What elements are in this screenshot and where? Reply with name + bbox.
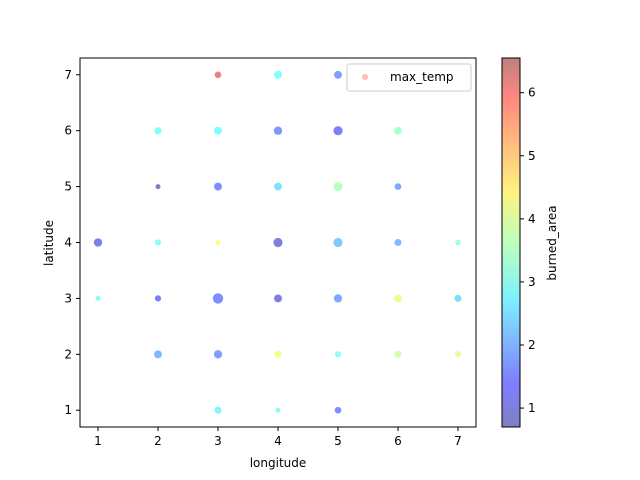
data-point xyxy=(333,182,343,192)
legend-box xyxy=(346,63,472,92)
y-tick-label: 6 xyxy=(64,124,72,138)
data-point xyxy=(273,126,283,135)
y-tick-label: 2 xyxy=(64,347,72,361)
colorbar: 1 2 3 4 5 6 burned_area xyxy=(501,57,559,428)
data-point xyxy=(273,237,283,248)
y-tick-label: 4 xyxy=(64,236,72,250)
y-tick-label: 1 xyxy=(64,403,72,417)
data-point xyxy=(333,294,343,303)
x-axis-ticks: 1 2 3 4 5 6 7 xyxy=(94,427,462,448)
data-point xyxy=(333,237,343,248)
x-tick-label: 3 xyxy=(214,434,222,448)
legend-marker xyxy=(362,74,368,80)
colorbar-tick-label: 4 xyxy=(528,212,536,226)
data-point xyxy=(154,239,162,246)
x-axis-label: longitude xyxy=(250,456,307,470)
colorbar-tick-label: 3 xyxy=(528,275,536,289)
colorbar-tick-label: 5 xyxy=(528,149,536,163)
data-point xyxy=(394,294,402,303)
colorbar-frame xyxy=(501,57,521,428)
data-point xyxy=(213,350,223,359)
y-tick-label: 5 xyxy=(64,180,72,194)
y-axis-label: latitude xyxy=(42,220,56,266)
data-point xyxy=(154,350,162,359)
data-point xyxy=(95,295,101,301)
x-tick-label: 7 xyxy=(454,434,462,448)
colorbar-tick-label: 6 xyxy=(528,86,536,100)
colorbar-label: burned_area xyxy=(545,205,559,280)
data-point xyxy=(333,126,343,136)
data-point xyxy=(394,183,402,190)
data-point xyxy=(274,350,282,358)
data-point xyxy=(455,239,461,246)
x-tick-label: 1 xyxy=(94,434,102,448)
data-point xyxy=(394,350,402,358)
x-tick-label: 4 xyxy=(274,434,282,448)
data-point xyxy=(334,406,342,414)
data-point xyxy=(212,293,224,304)
data-point xyxy=(454,294,462,302)
data-point xyxy=(215,240,221,245)
data-point xyxy=(214,406,222,414)
data-point xyxy=(154,295,162,302)
y-tick-label: 3 xyxy=(64,291,72,305)
data-point xyxy=(394,238,402,247)
data-point xyxy=(214,182,222,191)
legend: max_temp xyxy=(346,63,472,92)
data-point xyxy=(394,126,402,135)
scatter-points xyxy=(93,70,462,414)
data-point xyxy=(155,184,161,190)
y-axis-ticks: 1 2 3 4 5 6 7 xyxy=(64,68,80,417)
data-point xyxy=(274,70,282,79)
colorbar-ticks: 1 2 3 4 5 6 xyxy=(520,86,536,415)
data-point xyxy=(275,407,281,413)
colorbar-tick-label: 2 xyxy=(528,338,536,352)
data-point xyxy=(154,127,162,135)
data-point xyxy=(334,70,342,79)
legend-label: max_temp xyxy=(390,70,454,84)
colorbar-tick-label: 1 xyxy=(528,401,536,415)
colorbar-gradient xyxy=(502,58,520,427)
data-point xyxy=(274,294,282,303)
data-point xyxy=(214,126,222,135)
data-point xyxy=(214,71,222,79)
x-tick-label: 5 xyxy=(334,434,342,448)
data-point xyxy=(334,351,342,358)
data-point xyxy=(93,238,103,247)
data-point xyxy=(454,351,462,358)
y-tick-label: 7 xyxy=(64,68,72,82)
x-tick-label: 6 xyxy=(394,434,402,448)
data-point xyxy=(274,182,282,191)
x-tick-label: 2 xyxy=(154,434,162,448)
